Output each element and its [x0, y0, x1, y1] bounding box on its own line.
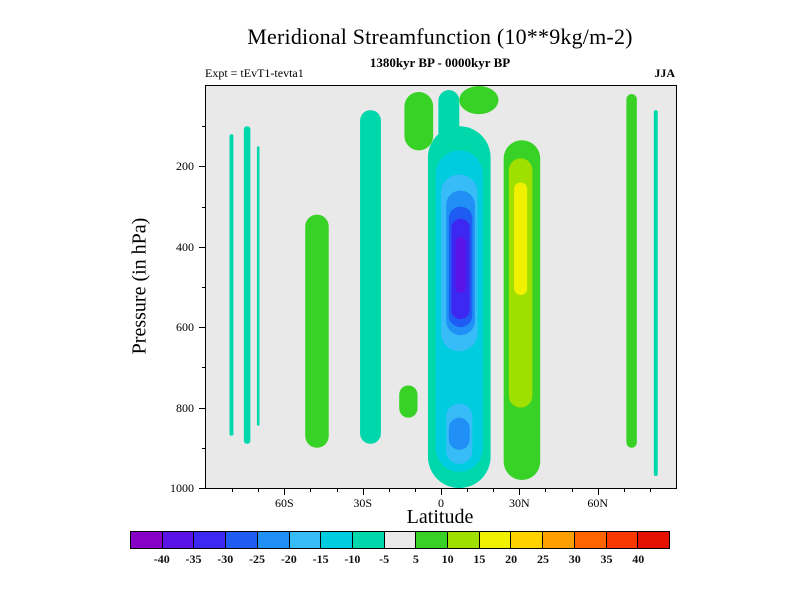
x-tick-label-30N: 30N [508, 496, 530, 510]
y-axis-title: Pressure (in hPa) [128, 217, 151, 355]
colorbar-cell-16 [638, 532, 669, 548]
contour-region-antarctic-stripe-1 [229, 134, 234, 436]
colorbar-label--20: -20 [280, 552, 297, 566]
y-tick-label-800: 800 [176, 400, 194, 415]
colorbar-label--25: -25 [249, 552, 266, 566]
contour-region-antarctic-stripe-2 [243, 126, 251, 444]
experiment-annotation: Expt = tEvT1-tevta1 [205, 66, 304, 80]
x-major-tick-60S [284, 488, 286, 495]
y-minor-tick [202, 367, 206, 369]
plot-area: 60S 30S 0 30N 60N 200 400 600 800 1000 [170, 85, 677, 509]
chart-title: Meridional Streamfunction (10**9kg/m-2) [247, 24, 633, 49]
season-annotation: JJA [654, 66, 675, 80]
colorbar-label-35: 35 [600, 552, 613, 566]
contour-region-polar-north-teal-stripe [653, 110, 658, 476]
y-tick-label-400: 400 [176, 239, 194, 254]
y-minor-tick [202, 447, 206, 449]
x-minor-tick [623, 488, 625, 492]
colorbar-cell-5 [289, 532, 322, 548]
y-tick-label-1000: 1000 [170, 481, 194, 495]
colorbar-cell-15 [606, 532, 639, 548]
colorbar-cell-7 [352, 532, 385, 548]
x-minor-tick [649, 488, 651, 492]
x-minor-tick [232, 488, 234, 492]
colorbar-label--5: -5 [379, 552, 390, 566]
y-minor-tick [202, 287, 206, 288]
x-axis-title: Latitude [406, 506, 474, 528]
x-major-tick-0 [441, 488, 442, 495]
colorbar-label-40: 40 [632, 552, 645, 566]
contour-region-equatorial-negative-neck [438, 90, 460, 143]
x-major-tick-30S [362, 488, 364, 495]
colorbar-label-30: 30 [568, 552, 581, 566]
colorbar-label-10: 10 [441, 552, 454, 566]
colorbar-cell-3 [226, 532, 258, 548]
colorbar-label-5: 5 [412, 552, 419, 566]
colorbar-cell-14 [574, 532, 607, 548]
colorbar-cell-13 [543, 532, 575, 548]
colorbar-label-25: 25 [536, 552, 549, 566]
contour-region-green-blob-top-15N [459, 86, 499, 115]
x-minor-tick [493, 488, 495, 492]
y-major-tick-400 [199, 246, 206, 248]
x-major-tick-60N [597, 488, 599, 495]
colorbar-cell-6 [321, 532, 353, 548]
x-tick-label-0: 0 [438, 496, 444, 510]
x-minor-tick [414, 488, 416, 492]
contour-region-polar-north-green-stripe [626, 94, 637, 448]
contour-region-equatorial-cell-minus20-lower [448, 417, 470, 450]
y-major-tick-200 [199, 166, 206, 168]
y-minor-tick [202, 206, 206, 208]
colorbar-label--15: -15 [312, 552, 329, 566]
colorbar-cell-11 [479, 532, 512, 548]
y-tick-label-600: 600 [176, 320, 194, 335]
y-major-tick-800 [199, 407, 206, 409]
contour-region-antarctic-stripe-3 [256, 146, 260, 426]
x-tick-label-30S: 30S [353, 496, 372, 510]
y-major-tick-600 [199, 327, 206, 329]
contour-region-midlat-south-green-band [305, 214, 329, 448]
x-tick-label-60N: 60N [587, 496, 608, 510]
contour-region-subtropical-south-teal-band [360, 110, 381, 444]
colorbar-label--40: -40 [153, 552, 170, 566]
colorbar-cell-0 [131, 532, 163, 548]
colorbar-label--35: -35 [185, 552, 202, 566]
x-minor-tick [310, 488, 312, 492]
colorbar-label-20: 20 [505, 552, 518, 566]
x-minor-tick [571, 488, 573, 492]
x-minor-tick [258, 488, 260, 492]
contour-field [229, 86, 658, 488]
colorbar-cell-2 [194, 532, 227, 548]
x-major-tick-30N [519, 488, 521, 495]
contour-region-subtropical-north-positive-core [514, 182, 528, 296]
colorbar [130, 531, 670, 549]
chart-subtitle: 1380kyr BP - 0000kyr BP [369, 55, 511, 70]
x-minor-tick [467, 488, 469, 492]
colorbar-label-15: 15 [473, 552, 486, 566]
y-tick-label-200: 200 [176, 159, 194, 174]
x-tick-label-60S: 60S [274, 496, 294, 510]
colorbar-cell-10 [448, 532, 480, 548]
colorbar-cell-8 [384, 532, 417, 548]
colorbar-cell-1 [162, 532, 195, 548]
contour-region-green-blob-top-10S [404, 92, 434, 151]
colorbar-labels: -40 -35 -30 -25 -20 -15 -10 -5 5 10 15 20 25 30 35 40 [130, 552, 670, 568]
x-minor-tick [388, 488, 390, 492]
y-major-tick-1000 [199, 488, 206, 489]
x-minor-tick [545, 488, 547, 492]
contour-region-small-green-blob-20S-800hPa [399, 385, 418, 418]
colorbar-cell-9 [416, 532, 449, 548]
colorbar-label--10: -10 [344, 552, 361, 566]
contour-region-equatorial-cell-minus35-core [455, 236, 466, 294]
colorbar-label--30: -30 [217, 552, 234, 566]
colorbar-cell-12 [511, 532, 544, 548]
y-minor-tick [202, 126, 206, 128]
colorbar-cell-4 [257, 532, 290, 548]
x-minor-tick [336, 488, 338, 492]
